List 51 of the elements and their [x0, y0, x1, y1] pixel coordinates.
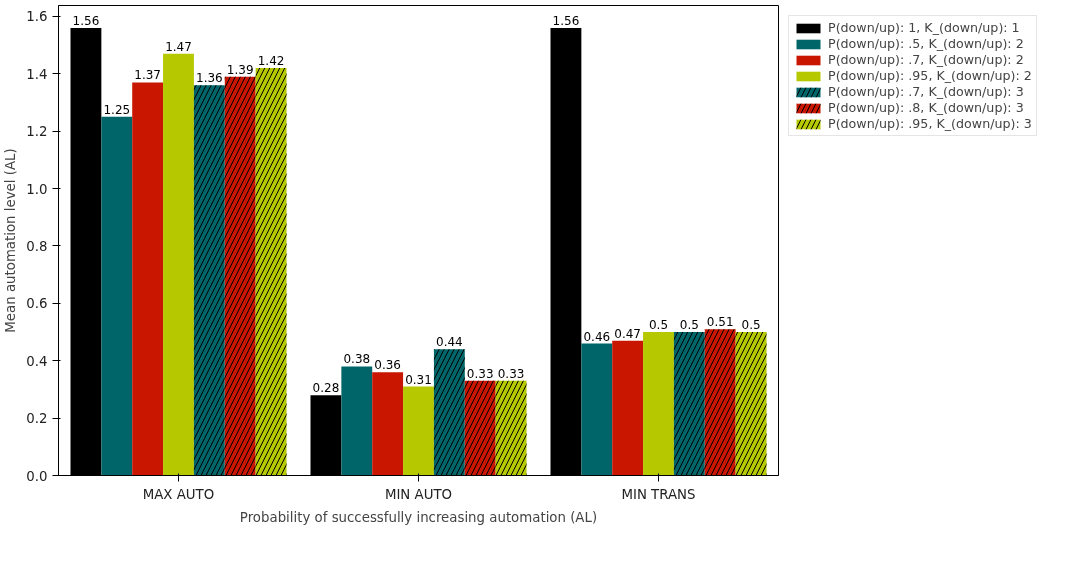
data-label: 0.47	[614, 326, 641, 341]
data-label: 0.46	[583, 329, 611, 344]
y-tick-label: 1.2	[26, 124, 48, 140]
bar	[341, 366, 373, 476]
data-label: 0.33	[497, 366, 525, 381]
bar	[581, 343, 613, 476]
legend-label: P(down/up): .5, K_(down/up): 2	[828, 36, 1024, 51]
y-tick-label: 0.6	[26, 296, 48, 312]
data-label: 0.33	[466, 366, 494, 381]
y-tick-label: 0.0	[26, 468, 48, 484]
y-axis-title: Mean automation level (AL)	[3, 148, 19, 333]
data-label: 0.31	[405, 372, 432, 387]
data-label: 1.39	[226, 62, 254, 77]
y-tick-label: 1.0	[26, 181, 48, 197]
y-tick-label: 0.4	[26, 353, 48, 369]
data-label: 1.56	[552, 13, 580, 28]
legend-label: P(down/up): .95, K_(down/up): 2	[828, 68, 1032, 83]
bar	[643, 332, 674, 476]
legend-label: P(down/up): .95, K_(down/up): 3	[828, 116, 1032, 131]
legend-label: P(down/up): 1, K_(down/up): 1	[828, 20, 1020, 35]
y-tick-label: 1.6	[26, 9, 48, 25]
data-label: 0.51	[706, 315, 734, 330]
data-label: 1.56	[72, 13, 100, 28]
data-label: 0.44	[436, 335, 463, 350]
x-tick-label: MAX AUTO	[142, 486, 215, 502]
x-tick-label: MIN AUTO	[384, 486, 453, 502]
bar	[132, 82, 164, 476]
data-label: 0.28	[312, 381, 340, 396]
y-tick-label: 0.2	[26, 411, 48, 427]
data-label: 0.5	[741, 318, 761, 333]
data-label: 0.36	[374, 358, 401, 373]
data-label: 1.42	[257, 54, 285, 69]
bar	[101, 116, 133, 476]
data-label: 1.47	[165, 39, 192, 54]
data-label: 0.38	[343, 352, 371, 367]
x-axis-title: Probability of successfully increasing automation (AL)	[239, 509, 598, 525]
y-tick-label: 1.4	[26, 66, 48, 82]
data-label: 1.25	[103, 102, 131, 117]
bar	[163, 53, 194, 476]
data-label: 0.5	[648, 318, 669, 333]
legend-label: P(down/up): .7, K_(down/up): 3	[828, 84, 1024, 99]
bar	[403, 386, 434, 476]
legend-label: P(down/up): .8, K_(down/up): 3	[828, 100, 1024, 115]
data-label: 0.5	[679, 318, 699, 333]
bar	[372, 372, 404, 476]
data-label: 1.37	[134, 68, 161, 83]
legend-label: P(down/up): .7, K_(down/up): 2	[828, 52, 1024, 67]
bar	[612, 340, 644, 476]
x-tick-label: MIN TRANS	[621, 486, 696, 502]
data-label: 1.36	[196, 71, 223, 86]
y-tick-label: 0.8	[26, 238, 48, 254]
